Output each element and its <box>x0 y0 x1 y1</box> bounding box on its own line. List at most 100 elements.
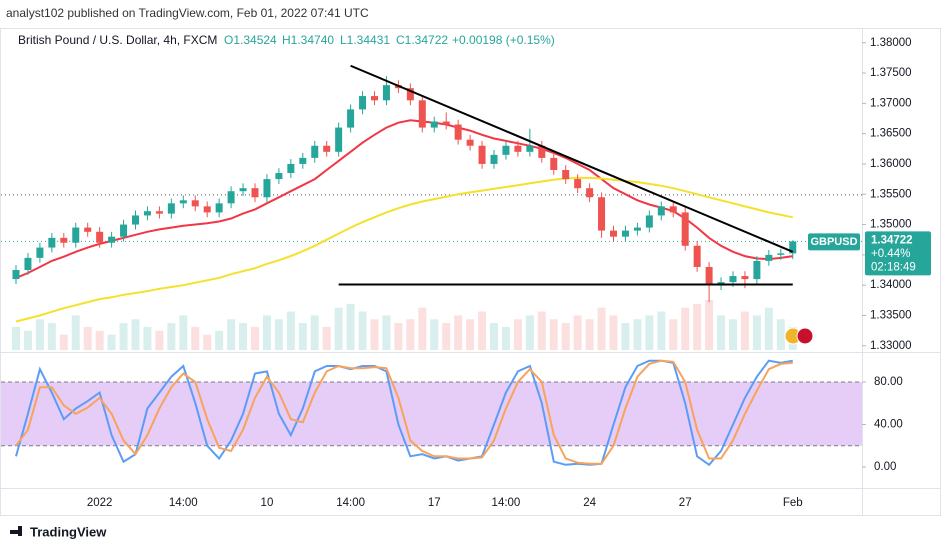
volume-bar <box>597 307 606 350</box>
volume-bar <box>262 315 271 350</box>
candle-body <box>598 197 606 231</box>
volume-bar <box>681 307 690 350</box>
volume-bar <box>370 319 379 350</box>
volume-bar <box>729 319 737 350</box>
candle-body <box>203 206 211 213</box>
volume-bar <box>501 326 510 350</box>
y-tick-label: 1.33000 <box>870 340 912 352</box>
volume-bar <box>573 315 582 350</box>
candle-body <box>550 157 558 170</box>
volume-bar <box>406 319 415 350</box>
candle-body <box>753 260 761 280</box>
candle-body <box>765 254 773 261</box>
volume-bar <box>298 323 307 350</box>
x-tick-label: 24 <box>583 497 596 509</box>
candle-body <box>108 236 116 243</box>
y-tick-label: 1.37500 <box>870 67 912 79</box>
volume-bar <box>776 319 785 350</box>
volume-bar <box>442 323 451 350</box>
volume-bar <box>657 311 666 350</box>
volume-bar <box>346 303 355 350</box>
volume-bar <box>227 319 236 350</box>
legend-change: +0.00198 (+0.15%) <box>452 33 555 47</box>
volume-bar <box>143 326 152 350</box>
volume-bar <box>454 315 463 350</box>
candle-body <box>789 241 797 254</box>
oscillator-band <box>1 381 862 446</box>
volume-bar <box>274 319 283 350</box>
volume-bar <box>705 300 714 350</box>
volume-bar <box>12 326 20 350</box>
candle-body <box>359 96 367 110</box>
candle-body <box>681 212 689 246</box>
candle-body <box>526 145 534 152</box>
candle-body <box>610 230 617 237</box>
volume-bar <box>119 323 128 350</box>
legend-close: C1.34722 <box>396 33 448 47</box>
volume-bar <box>334 307 343 350</box>
price-tag <box>865 231 931 276</box>
y-tick-label: 40.00 <box>874 419 903 431</box>
x-tick-label: Feb <box>783 497 803 509</box>
candle-body <box>454 124 462 140</box>
volume-bar <box>693 303 702 350</box>
candle-body <box>430 121 438 128</box>
volume-bar <box>525 315 534 350</box>
volume-bar <box>179 315 188 350</box>
volume-bar <box>251 326 259 350</box>
candle-body <box>562 170 570 180</box>
volume-bar <box>537 311 546 350</box>
candle-body <box>633 227 641 231</box>
y-tick-label: 1.38000 <box>870 37 912 49</box>
marks: 1.330001.335001.340001.345001.350001.355… <box>1 37 931 509</box>
volume-bar <box>131 319 140 350</box>
volume-bar <box>107 334 116 350</box>
candle-body <box>24 257 32 270</box>
y-tick-label: 1.35500 <box>870 188 912 200</box>
volume-bar <box>669 319 678 350</box>
candle-body <box>251 188 259 198</box>
oscillator-line <box>15 359 793 465</box>
volume-bar <box>215 330 224 350</box>
volume-bar <box>418 307 427 350</box>
price-tag-text: +0.44% <box>871 248 910 260</box>
volume-bar <box>382 315 391 350</box>
candle-body <box>705 266 713 286</box>
x-tick-label: 14:00 <box>336 497 365 509</box>
chart-title: British Pound / U.S. Dollar, 4h, FXCM <box>18 33 217 47</box>
candle-body <box>382 85 390 101</box>
brand-name: TradingView <box>30 524 107 539</box>
legend-high: H1.34740 <box>282 33 334 47</box>
publisher-line: analyst102 published on TradingView.com,… <box>6 6 369 20</box>
candle-body <box>645 215 653 228</box>
volume-bar <box>59 334 68 350</box>
candle-body <box>502 145 510 155</box>
candle-body <box>478 145 486 164</box>
volume-bar <box>513 319 522 350</box>
x-tick-label: 2022 <box>87 497 113 509</box>
candle-body <box>657 206 665 216</box>
candle-body <box>693 245 701 267</box>
brand-logo <box>10 526 22 536</box>
volume-bar <box>155 330 164 350</box>
candle-body <box>120 224 128 237</box>
y-tick-label: 1.36500 <box>870 128 912 140</box>
candle-body <box>36 247 44 258</box>
candle-body <box>191 200 199 207</box>
symbol-tag <box>808 233 860 251</box>
volume-bar <box>490 323 498 350</box>
candle-body <box>132 215 139 225</box>
candle-body <box>574 179 582 189</box>
y-tick-label: 1.34000 <box>870 279 912 291</box>
volume-bar <box>167 323 176 350</box>
volume-bar <box>430 319 439 350</box>
candle-body <box>287 163 295 174</box>
volume-bar <box>322 326 331 350</box>
candle-body <box>155 211 163 214</box>
candle-body <box>275 173 283 180</box>
symbol-text: GBPUSD <box>810 236 857 248</box>
candle-body <box>514 145 522 152</box>
price-tag-text: 1.34722 <box>871 234 913 246</box>
